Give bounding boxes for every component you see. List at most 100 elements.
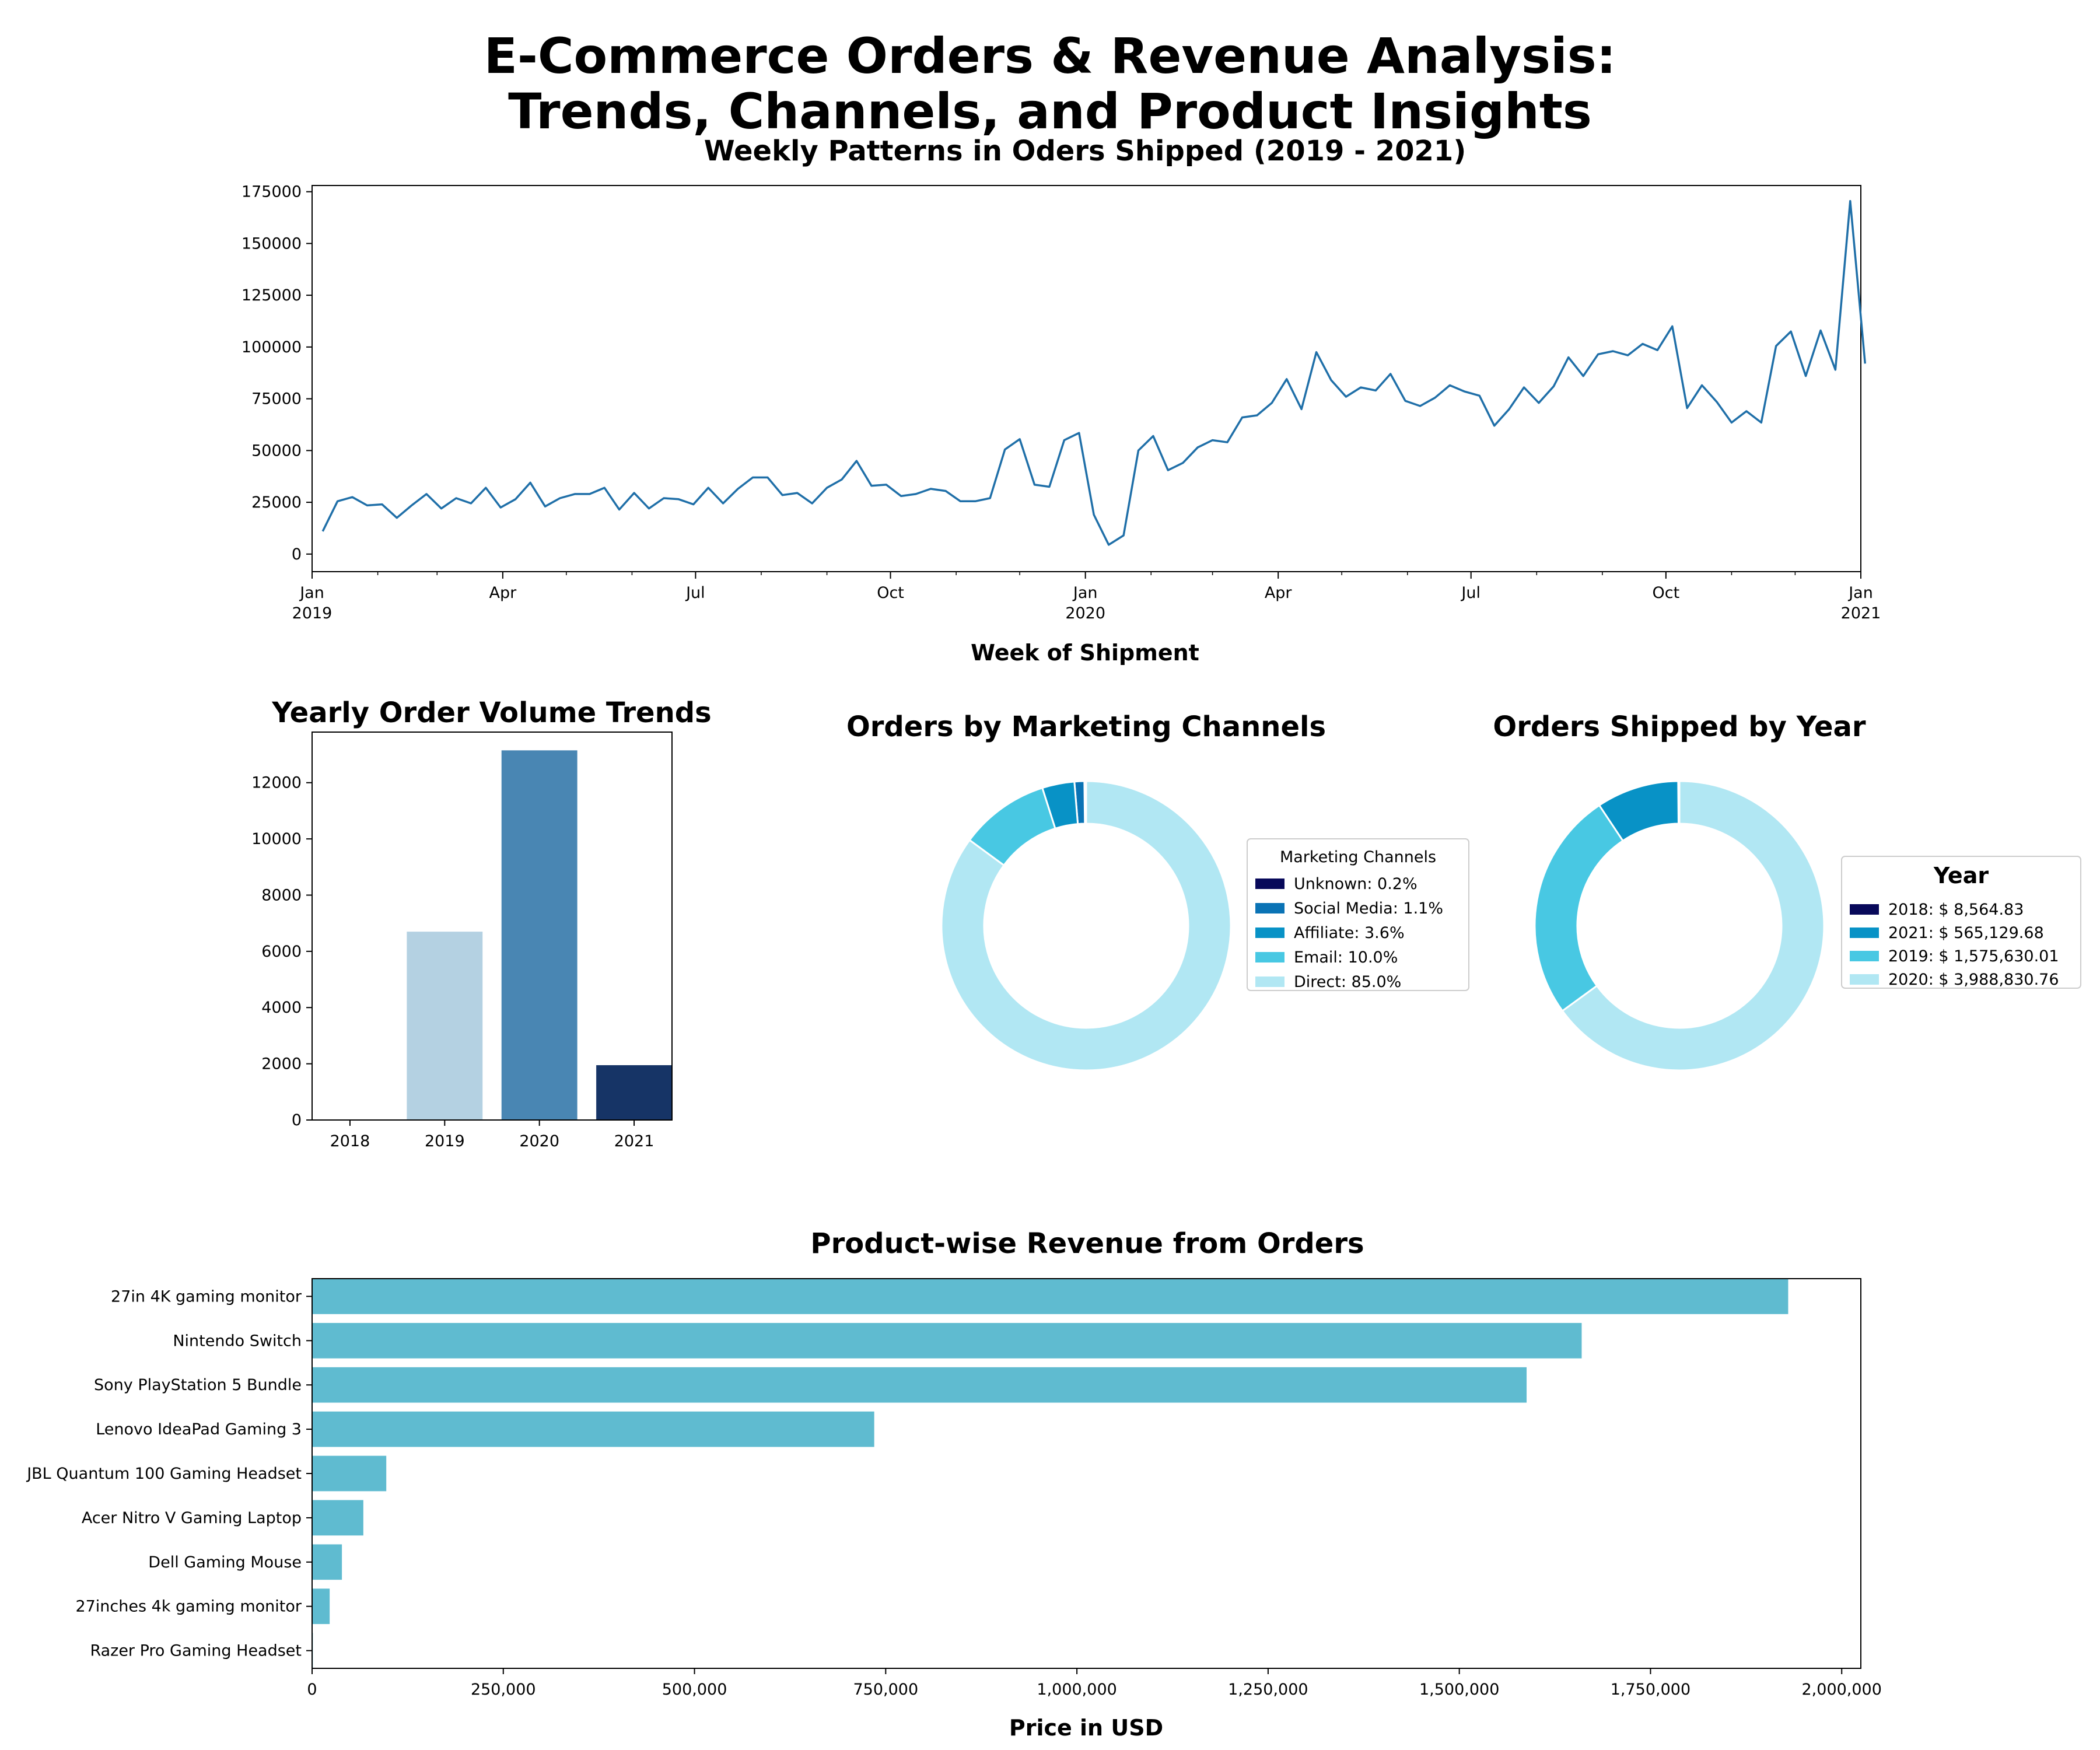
- product-label: Nintendo Switch: [173, 1332, 302, 1350]
- product-bar-frame: [312, 1278, 1861, 1669]
- product-label: Lenovo IdeaPad Gaming 3: [96, 1420, 302, 1438]
- x-tick-label: Jan: [1072, 584, 1098, 602]
- legend-box: [1247, 838, 1469, 991]
- y-tick-label: 6000: [261, 943, 302, 961]
- x-tick-label: Jul: [685, 584, 705, 602]
- x-tick-label: 1,250,000: [1228, 1681, 1308, 1699]
- product-bar-title: Product-wise Revenue from Orders: [810, 1227, 1364, 1260]
- year-bar-2021: [596, 1065, 672, 1120]
- legend-swatch: [1255, 878, 1284, 889]
- legend-entry: 2019: $ 1,575,630.01: [1888, 947, 2059, 965]
- product-label: 27inches 4k gaming monitor: [75, 1598, 302, 1616]
- y-tick-label: 100000: [242, 338, 302, 356]
- legend-entry: Unknown: 0.2%: [1294, 875, 1418, 893]
- y-tick-label: 4000: [261, 999, 302, 1017]
- x-tick-label: 1,000,000: [1037, 1681, 1116, 1699]
- product-bar: [312, 1322, 1582, 1359]
- product-label: Razer Pro Gaming Headset: [90, 1642, 302, 1660]
- year-bar-2020: [501, 750, 578, 1120]
- x-tick-label: Apr: [489, 584, 517, 602]
- x-tick-year-label: 2020: [1065, 604, 1105, 622]
- x-tick-label: 2020: [519, 1132, 559, 1150]
- legend-swatch: [1850, 928, 1879, 938]
- legend-entry: 2018: $ 8,564.83: [1888, 901, 2024, 919]
- donut-slice: [940, 780, 1232, 1072]
- y-tick-label: 175000: [242, 183, 302, 201]
- legend-swatch: [1255, 977, 1284, 987]
- y-tick-label: 75000: [251, 390, 302, 408]
- x-tick-label: Oct: [1653, 584, 1680, 602]
- x-tick-label: Jan: [299, 584, 324, 602]
- channels-pie-title: Orders by Marketing Channels: [846, 710, 1326, 743]
- x-tick-label: 1,750,000: [1611, 1681, 1690, 1699]
- year-bar-frame: [312, 732, 673, 1121]
- legend-swatch: [1850, 951, 1879, 961]
- y-tick-label: 10000: [251, 830, 302, 848]
- y-tick-label: 12000: [251, 774, 302, 792]
- product-label: Acer Nitro V Gaming Laptop: [82, 1509, 302, 1527]
- product-label: Sony PlayStation 5 Bundle: [94, 1376, 302, 1394]
- product-bar: [312, 1279, 1788, 1314]
- product-label: 27in 4K gaming monitor: [111, 1287, 302, 1306]
- y-tick-label: 0: [292, 1111, 302, 1129]
- x-tick-label: Oct: [877, 584, 904, 602]
- product-bar: [312, 1411, 874, 1447]
- x-tick-label: Jan: [1847, 584, 1873, 602]
- product-label: JBL Quantum 100 Gaming Headset: [26, 1465, 302, 1483]
- yearly-order-volume-bar-chart: 2018 2019 2020 2021 0 2000 4000 6000 8000 10000 12…: [251, 732, 673, 1150]
- legend-entry: Social Media: 1.1%: [1294, 900, 1443, 918]
- year-pie-title: Orders Shipped by Year: [1493, 710, 1866, 743]
- legend-entry: 2021: $ 565,129.68: [1888, 924, 2044, 942]
- orders-by-year-donut: Year 2018: $ 8,564.83 2021: $ 565,129.68 20…: [1534, 780, 2081, 1072]
- legend-title: Marketing Channels: [1280, 848, 1436, 866]
- y-tick-label: 25000: [251, 494, 302, 512]
- legend-swatch: [1850, 904, 1879, 915]
- y-tick-label: 125000: [242, 286, 302, 304]
- line-chart-xlabel: Week of Shipment: [971, 640, 1199, 666]
- x-tick-label: Jul: [1460, 584, 1480, 602]
- marketing-channels-donut: Marketing Channels Unknown: 0.2% Social Me…: [940, 780, 1469, 1072]
- x-tick-label: 2021: [614, 1132, 654, 1150]
- legend-entry: Direct: 85.0%: [1294, 973, 1401, 991]
- donut-slice: [1534, 804, 1625, 1013]
- product-bar: [312, 1588, 330, 1625]
- product-revenue-bar-chart: 27in 4K gaming monitor Nintendo Switch Son…: [26, 1278, 1882, 1699]
- product-bar: [312, 1544, 342, 1580]
- x-tick-label: 750,000: [853, 1681, 919, 1699]
- legend-entry: Email: 10.0%: [1294, 949, 1398, 967]
- legend-title: Year: [1933, 863, 1989, 888]
- main-title-line1: E-Commerce Orders & Revenue Analysis:: [484, 27, 1616, 85]
- x-tick-label: 2019: [425, 1132, 465, 1150]
- legend-box: [1841, 856, 2081, 989]
- line-chart-frame: [312, 185, 1861, 572]
- x-tick-label: Apr: [1265, 584, 1293, 602]
- product-label: Dell Gaming Mouse: [148, 1553, 302, 1572]
- x-tick-label: 0: [307, 1681, 317, 1699]
- legend-swatch: [1255, 928, 1284, 938]
- legend-swatch: [1850, 974, 1879, 985]
- y-tick-label: 150000: [242, 235, 302, 253]
- x-tick-label: 2018: [330, 1132, 370, 1150]
- y-tick-label: 0: [292, 545, 302, 564]
- y-tick-label: 8000: [261, 886, 302, 904]
- year-bar-2019: [407, 932, 483, 1120]
- product-bar-xlabel: Price in USD: [1009, 1715, 1163, 1741]
- line-chart-title: Weekly Patterns in Oders Shipped (2019 -…: [704, 135, 1466, 167]
- product-bar: [312, 1455, 387, 1492]
- y-tick-label: 50000: [251, 442, 302, 460]
- main-title-line2: Trends, Channels, and Product Insights: [508, 83, 1592, 140]
- legend-swatch: [1255, 952, 1284, 963]
- legend-swatch: [1255, 903, 1284, 914]
- yearly-bar-title: Yearly Order Volume Trends: [271, 696, 711, 729]
- weekly-orders-line-chart: 0 25000 50000 75000 100000 125000 150000 175000…: [242, 183, 1881, 622]
- weekly-orders-series-line: [321, 200, 1867, 546]
- x-tick-label: 500,000: [662, 1681, 727, 1699]
- donut-slice: [1561, 780, 1825, 1072]
- legend-entry: 2020: $ 3,988,830.76: [1888, 971, 2059, 989]
- legend-entry: Affiliate: 3.6%: [1294, 924, 1405, 942]
- y-tick-label: 2000: [261, 1055, 302, 1073]
- product-bar: [312, 1500, 363, 1536]
- x-tick-label: 2,000,000: [1802, 1681, 1882, 1699]
